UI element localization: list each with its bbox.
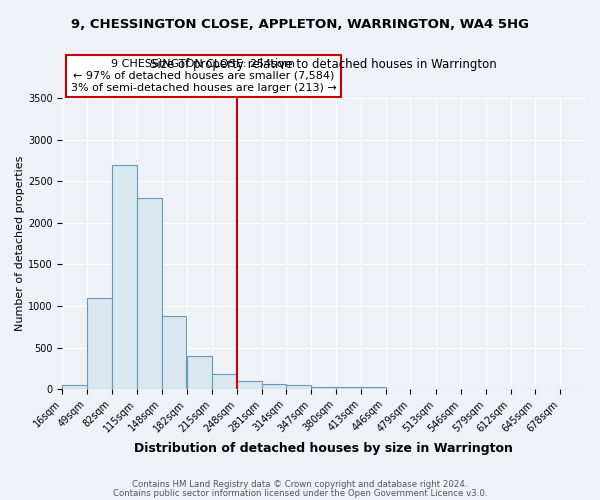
- Bar: [237, 380, 262, 389]
- Bar: [262, 384, 286, 389]
- Bar: [137, 198, 161, 389]
- X-axis label: Distribution of detached houses by size in Warrington: Distribution of detached houses by size …: [134, 442, 513, 455]
- Text: 9, CHESSINGTON CLOSE, APPLETON, WARRINGTON, WA4 5HG: 9, CHESSINGTON CLOSE, APPLETON, WARRINGT…: [71, 18, 529, 30]
- Bar: [286, 385, 311, 389]
- Title: Size of property relative to detached houses in Warrington: Size of property relative to detached ho…: [150, 58, 497, 71]
- Bar: [212, 374, 237, 389]
- Bar: [62, 385, 87, 389]
- Bar: [336, 388, 361, 389]
- Bar: [87, 298, 112, 389]
- Bar: [187, 356, 212, 389]
- Bar: [161, 316, 187, 389]
- Bar: [311, 386, 336, 389]
- Bar: [112, 165, 137, 389]
- Y-axis label: Number of detached properties: Number of detached properties: [15, 156, 25, 332]
- Bar: [361, 388, 386, 389]
- Text: Contains HM Land Registry data © Crown copyright and database right 2024.: Contains HM Land Registry data © Crown c…: [132, 480, 468, 489]
- Text: 9 CHESSINGTON CLOSE: 254sqm
← 97% of detached houses are smaller (7,584)
3% of s: 9 CHESSINGTON CLOSE: 254sqm ← 97% of det…: [71, 60, 336, 92]
- Text: Contains public sector information licensed under the Open Government Licence v3: Contains public sector information licen…: [113, 488, 487, 498]
